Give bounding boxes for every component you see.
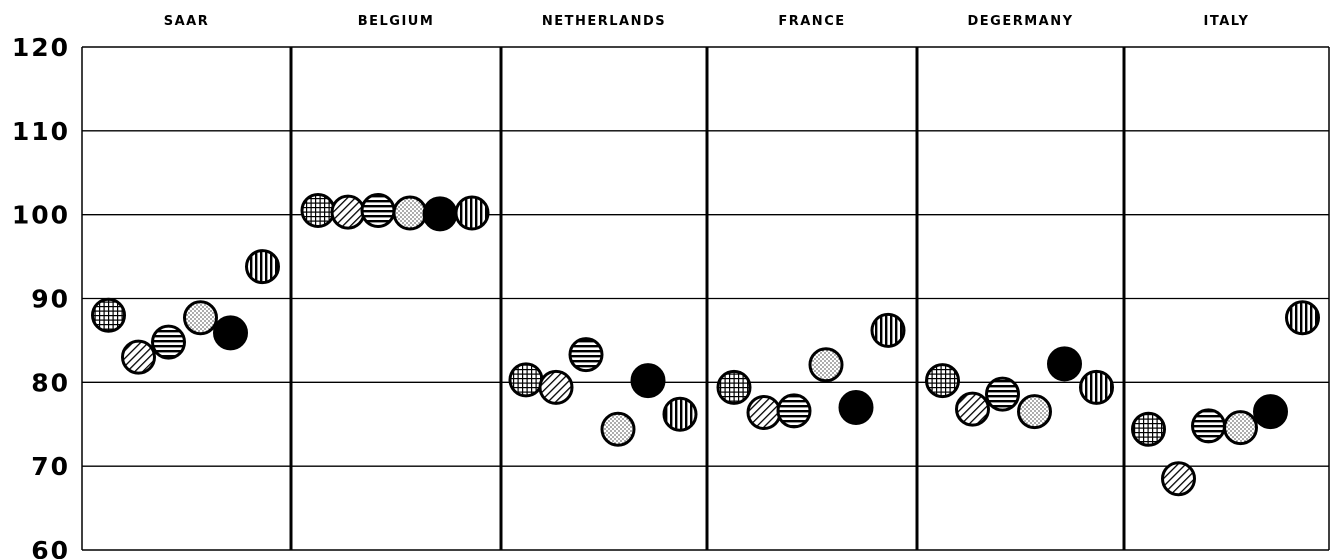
marker-horizontal-italy <box>1191 408 1226 444</box>
marker-diagonal-netherlands <box>538 369 574 405</box>
data-markers <box>91 192 1320 497</box>
marker-dotted-degermany <box>1017 394 1052 430</box>
y-tick-label-90: 90 <box>31 285 70 314</box>
marker-solid-belgium <box>422 196 458 232</box>
marker-dotted-italy <box>1223 410 1258 446</box>
marker-diagonal-degermany <box>955 391 990 427</box>
marker-diagonal-saar <box>121 339 156 375</box>
category-label-netherlands: NETHERLANDS <box>542 14 666 29</box>
y-tick-label-60: 60 <box>31 536 70 559</box>
marker-diagonal-france <box>746 395 782 431</box>
y-tick-label-110: 110 <box>12 117 70 146</box>
y-tick-label-100: 100 <box>12 201 70 230</box>
grid <box>81 46 1330 551</box>
category-labels: SAAR BELGIUM NETHERLANDS FRANCE DEGERMANY ITA… <box>164 14 1250 29</box>
y-tick-label-70: 70 <box>31 452 70 481</box>
marker-solid-italy <box>1253 394 1288 430</box>
marker-vertical-netherlands <box>662 396 698 432</box>
marker-crosshatch-belgium <box>300 192 336 228</box>
marker-solid-saar <box>213 315 248 351</box>
marker-diagonal-belgium <box>330 194 366 230</box>
marker-vertical-belgium <box>454 195 490 231</box>
marker-crosshatch-saar <box>91 297 126 333</box>
marker-crosshatch-netherlands <box>508 362 544 398</box>
marker-horizontal-france <box>776 393 812 429</box>
marker-dotted-netherlands <box>600 411 636 447</box>
category-label-italy: ITALY <box>1204 14 1250 29</box>
category-label-saar: SAAR <box>164 14 210 29</box>
category-label-france: FRANCE <box>778 14 845 29</box>
marker-horizontal-belgium <box>360 192 396 228</box>
y-tick-label-80: 80 <box>31 368 70 397</box>
marker-solid-degermany <box>1047 346 1082 382</box>
marker-vertical-italy <box>1285 300 1320 336</box>
marker-dotted-france <box>808 347 844 383</box>
marker-vertical-degermany <box>1079 369 1114 405</box>
marker-diagonal-italy <box>1161 461 1196 497</box>
marker-solid-france <box>838 389 874 425</box>
marker-horizontal-netherlands <box>568 337 604 373</box>
marker-solid-netherlands <box>630 363 666 399</box>
marker-vertical-france <box>870 312 906 348</box>
marker-dotted-belgium <box>392 195 428 231</box>
marker-crosshatch-degermany <box>925 363 960 399</box>
marker-horizontal-degermany <box>985 376 1020 412</box>
marker-crosshatch-france <box>716 369 752 405</box>
marker-vertical-saar <box>245 249 280 285</box>
y-tick-label-120: 120 <box>12 33 70 62</box>
marker-horizontal-saar <box>151 324 186 360</box>
marker-dotted-saar <box>183 300 218 336</box>
marker-crosshatch-italy <box>1131 411 1166 447</box>
y-axis: 60 70 80 90 100 110 120 <box>12 33 70 559</box>
category-label-degermany: DEGERMANY <box>967 14 1073 29</box>
category-label-belgium: BELGIUM <box>358 14 435 29</box>
